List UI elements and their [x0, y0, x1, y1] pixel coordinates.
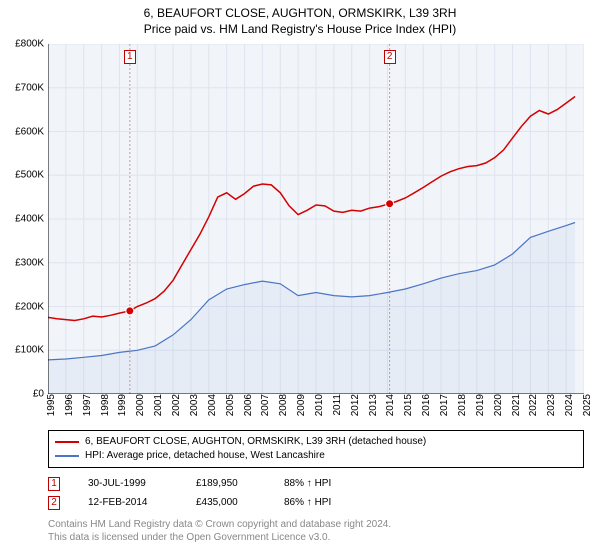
event-date: 12-FEB-2014: [88, 493, 168, 512]
y-tick-label: £100K: [4, 345, 44, 356]
x-tick-label: 1996: [64, 394, 68, 416]
x-tick-label: 2015: [403, 394, 407, 416]
x-tick-label: 2010: [314, 394, 318, 416]
x-tick-label: 2002: [171, 394, 175, 416]
y-tick-label: £800K: [4, 39, 44, 50]
legend: 6, BEAUFORT CLOSE, AUGHTON, ORMSKIRK, L3…: [48, 430, 584, 468]
chart-title: 6, BEAUFORT CLOSE, AUGHTON, ORMSKIRK, L3…: [0, 0, 600, 37]
legend-row: 6, BEAUFORT CLOSE, AUGHTON, ORMSKIRK, L3…: [55, 435, 577, 449]
event-price: £189,950: [196, 474, 256, 493]
footer: Contains HM Land Registry data © Crown c…: [48, 518, 391, 544]
event-id-box: 1: [48, 477, 60, 491]
footer-line1: Contains HM Land Registry data © Crown c…: [48, 518, 391, 531]
y-tick-label: £700K: [4, 82, 44, 93]
x-tick-label: 2020: [493, 394, 497, 416]
x-tick-label: 2019: [475, 394, 479, 416]
x-tick-label: 2001: [153, 394, 157, 416]
events-table: 1 30-JUL-1999 £189,950 88% ↑ HPI 2 12-FEB-201…: [48, 474, 331, 512]
x-tick-label: 2000: [135, 394, 139, 416]
legend-label: 6, BEAUFORT CLOSE, AUGHTON, ORMSKIRK, L3…: [85, 435, 426, 449]
price-chart: £0£100K£200K£300K£400K£500K£600K£700K£80…: [48, 44, 584, 394]
x-tick-label: 2021: [511, 394, 515, 416]
x-tick-label: 2018: [457, 394, 461, 416]
x-tick-label: 2023: [546, 394, 550, 416]
x-tick-label: 1995: [46, 394, 50, 416]
y-tick-label: £400K: [4, 214, 44, 225]
legend-swatch: [55, 441, 79, 443]
event-marker-1: 1: [124, 50, 136, 64]
x-tick-label: 2012: [350, 394, 354, 416]
x-tick-label: 2004: [207, 394, 211, 416]
x-tick-label: 1998: [100, 394, 104, 416]
event-row: 1 30-JUL-1999 £189,950 88% ↑ HPI: [48, 474, 331, 493]
legend-row: HPI: Average price, detached house, West…: [55, 449, 577, 463]
x-tick-label: 2008: [278, 394, 282, 416]
title-line1: 6, BEAUFORT CLOSE, AUGHTON, ORMSKIRK, L3…: [0, 6, 600, 22]
x-tick-label: 1999: [117, 394, 121, 416]
x-tick-label: 2006: [243, 394, 247, 416]
event-pct: 86% ↑ HPI: [284, 493, 331, 512]
legend-label: HPI: Average price, detached house, West…: [85, 449, 325, 463]
x-tick-label: 2005: [225, 394, 229, 416]
x-tick-label: 2007: [260, 394, 264, 416]
event-marker-2: 2: [384, 50, 396, 64]
x-tick-label: 2009: [296, 394, 300, 416]
y-tick-label: £500K: [4, 170, 44, 181]
y-tick-label: £300K: [4, 257, 44, 268]
event-price: £435,000: [196, 493, 256, 512]
y-tick-label: £200K: [4, 301, 44, 312]
y-tick-label: £600K: [4, 126, 44, 137]
x-tick-label: 2014: [385, 394, 389, 416]
event-date: 30-JUL-1999: [88, 474, 168, 493]
footer-line2: This data is licensed under the Open Gov…: [48, 531, 391, 544]
legend-swatch: [55, 455, 79, 457]
event-id-box: 2: [48, 496, 60, 510]
x-tick-label: 2013: [368, 394, 372, 416]
event-row: 2 12-FEB-2014 £435,000 86% ↑ HPI: [48, 493, 331, 512]
x-tick-label: 2003: [189, 394, 193, 416]
x-tick-label: 2022: [528, 394, 532, 416]
x-tick-label: 2024: [564, 394, 568, 416]
title-line2: Price paid vs. HM Land Registry's House …: [0, 22, 600, 38]
x-tick-label: 2017: [439, 394, 443, 416]
x-tick-label: 1997: [82, 394, 86, 416]
x-tick-label: 2016: [421, 394, 425, 416]
x-tick-label: 2025: [582, 394, 586, 416]
event-pct: 88% ↑ HPI: [284, 474, 331, 493]
y-tick-label: £0: [4, 389, 44, 400]
x-tick-label: 2011: [332, 394, 336, 416]
